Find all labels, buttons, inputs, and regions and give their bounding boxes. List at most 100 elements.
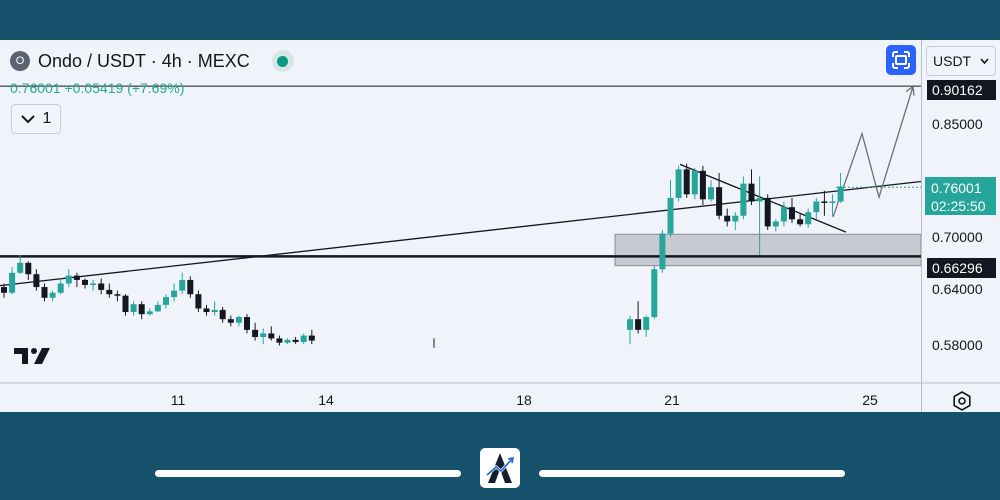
candle-body: [748, 183, 755, 202]
last-price-label: 0.76001 02:25:50: [925, 177, 996, 215]
candle-body: [146, 311, 153, 315]
candle-body: [292, 339, 299, 342]
candle-body: [65, 275, 72, 284]
candle-body: [82, 279, 88, 285]
fullscreen-icon: [892, 51, 910, 69]
candle-body: [821, 201, 828, 203]
x-tick-label: 25: [862, 392, 878, 408]
candle-body: [740, 183, 747, 216]
interval-value: 1: [42, 110, 52, 127]
chart-canvas[interactable]: [0, 40, 1000, 412]
candle-body: [797, 219, 804, 225]
y-tick-label: 0.58000: [932, 337, 983, 353]
candle-body: [829, 201, 836, 203]
candle-body: [813, 201, 820, 213]
descending-trendline: [679, 163, 847, 233]
candle-body: [90, 283, 97, 285]
candle-body: [724, 215, 731, 222]
candle-body: [73, 275, 80, 280]
chevron-down-icon: [980, 58, 989, 64]
candle-body: [114, 294, 121, 296]
level-top-label: 0.90162: [927, 80, 996, 100]
y-tick-label: 0.64000: [932, 281, 983, 297]
candle-body: [627, 319, 633, 330]
symbol-title: Ondo / USDT · 4h · MEXC: [38, 50, 250, 71]
x-tick-label: 11: [170, 392, 186, 408]
candle-body: [98, 283, 105, 290]
candle-body: [789, 207, 795, 220]
symbol-header[interactable]: O Ondo / USDT · 4h · MEXC: [10, 50, 294, 72]
candle-body: [732, 215, 739, 222]
candle-body: [667, 197, 674, 234]
candle-body: [691, 170, 698, 195]
candle-body: [300, 335, 307, 342]
countdown-value: 02:25:50: [931, 198, 986, 214]
candle-body: [659, 233, 666, 270]
y-tick-label: 0.70000: [932, 229, 983, 245]
y-tick-label: 0.85000: [932, 116, 983, 132]
candle-body: [138, 304, 145, 315]
candle-body: [1, 287, 7, 293]
candle-body: [837, 186, 844, 202]
candle-body: [17, 262, 24, 273]
candle-body: [716, 187, 723, 216]
level-support-label: 0.66296: [927, 258, 996, 278]
candle-body: [227, 319, 234, 323]
currency-dropdown[interactable]: USDT: [926, 46, 996, 76]
watermark-logo: [480, 448, 520, 488]
candle-body: [699, 170, 706, 200]
symbol-logo-icon: O: [10, 51, 30, 71]
x-tick-label: 14: [318, 392, 334, 408]
support-zone: [614, 233, 922, 267]
fullscreen-button[interactable]: [886, 45, 916, 75]
currency-label: USDT: [933, 53, 972, 69]
candle-body: [268, 333, 275, 339]
candle-body: [41, 287, 48, 298]
candle-body: [179, 279, 186, 291]
candle-body: [675, 169, 682, 198]
settings-icon[interactable]: [952, 391, 972, 411]
candle-body: [9, 272, 16, 293]
x-tick-label: 18: [516, 392, 532, 408]
brand-logo-icon: [486, 453, 515, 483]
projection-path: [832, 86, 914, 218]
candle-body: [708, 187, 714, 200]
candle-body: [756, 197, 763, 202]
candle-body: [244, 317, 250, 330]
candle-body: [683, 169, 690, 195]
candle-body: [235, 317, 242, 323]
candle-body: [211, 309, 218, 313]
candle-body: [187, 279, 194, 295]
candle-body: [651, 269, 658, 318]
x-tick-label: 21: [664, 392, 680, 408]
candle-body: [130, 304, 137, 313]
candle-body: [219, 309, 226, 320]
candle-body: [635, 319, 642, 330]
candle-body: [780, 207, 787, 222]
tradingview-logo-icon: [14, 348, 50, 364]
candle-body: [643, 317, 650, 330]
candle-body: [57, 283, 64, 293]
chevron-down-icon: [20, 115, 35, 124]
candle-body: [163, 297, 169, 305]
candle-body: [252, 329, 259, 337]
candle-body: [260, 333, 267, 337]
candle-body: [276, 338, 283, 343]
candle-body: [203, 308, 210, 313]
candle-body: [25, 262, 32, 275]
candle-body: [106, 289, 113, 295]
interval-dropdown[interactable]: 1: [11, 104, 61, 134]
candle-body: [195, 294, 202, 309]
last-price-value: 0.76001: [931, 180, 982, 196]
divider-line-right: [539, 470, 845, 477]
candle-body: [772, 221, 779, 227]
live-dot-icon: [271, 50, 294, 72]
ohlc-summary: 0.76001 +0.05419 (+7.69%): [10, 80, 185, 96]
candle-body: [284, 339, 291, 343]
candle-body: [171, 290, 178, 298]
candle-body: [33, 274, 40, 288]
ascending-trendline: [0, 180, 922, 287]
divider-line-left: [155, 470, 461, 477]
candle-body: [122, 295, 129, 313]
candle-body: [805, 212, 812, 225]
